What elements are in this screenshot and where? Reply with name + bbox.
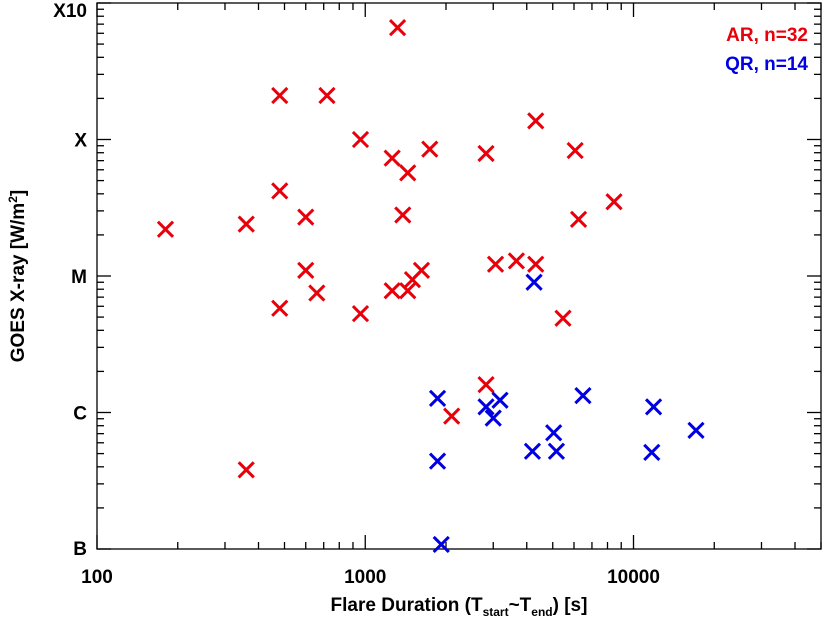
- qr-data-point: [574, 386, 592, 405]
- ar-data-point: [351, 130, 370, 149]
- ar-data-point: [383, 149, 401, 167]
- ar-data-point: [237, 215, 255, 233]
- x-axis-title: Flare Duration (Tstart~Tend) [s]: [331, 595, 588, 618]
- ar-data-point: [271, 182, 289, 200]
- y-tick-label: X10: [53, 1, 87, 22]
- ar-data-point: [399, 164, 417, 182]
- y-tick-label: C: [73, 404, 87, 425]
- qr-data-point: [644, 398, 663, 416]
- ar-data-point: [237, 461, 255, 479]
- qr-data-point: [643, 443, 661, 462]
- x-tick-label: 10000: [607, 567, 660, 588]
- ar-data-point: [271, 299, 289, 317]
- ar-data-point: [394, 206, 412, 224]
- y-tick-labels: B C M X X10: [53, 1, 87, 560]
- qr-data-point: [687, 421, 705, 439]
- ar-data-point: [566, 141, 584, 160]
- ar-data-point: [554, 309, 572, 327]
- x-tick-label: 1000: [344, 567, 386, 588]
- ar-data-point: [297, 261, 315, 279]
- ar-data-point: [156, 220, 175, 238]
- y-axis-title: GOES X-ray [W/m2]: [6, 190, 29, 362]
- data-markers: [156, 19, 705, 554]
- ar-data-point: [527, 112, 545, 130]
- qr-data-point: [428, 452, 447, 470]
- x-tick-labels: 100 1000 10000: [81, 567, 660, 588]
- legend-entry-qr: QR, n=14: [725, 54, 808, 75]
- ar-data-point: [351, 305, 370, 323]
- ar-data-point: [421, 140, 439, 158]
- qr-data-point: [484, 409, 502, 427]
- ar-data-point: [308, 284, 326, 302]
- qr-data-point: [432, 535, 450, 554]
- qr-data-point: [428, 389, 447, 407]
- ar-data-point: [477, 376, 495, 394]
- y-tick-label: B: [73, 539, 87, 560]
- ar-data-point: [383, 282, 401, 300]
- ar-data-point: [412, 261, 431, 279]
- qr-data-point: [525, 273, 543, 291]
- qr-data-point: [491, 391, 509, 409]
- ar-data-point: [605, 193, 623, 211]
- x-tick-label: 100: [81, 567, 113, 588]
- ar-data-point: [271, 86, 289, 105]
- ar-data-point: [569, 210, 588, 228]
- qr-data-point: [547, 442, 566, 460]
- y-tick-label: X: [74, 131, 87, 152]
- ar-data-point: [527, 255, 545, 273]
- ar-data-point: [477, 144, 495, 163]
- ar-data-point: [388, 19, 407, 37]
- axis-ticks: [96, 2, 822, 550]
- plot-frame: [96, 2, 822, 550]
- qr-data-point: [477, 398, 495, 416]
- qr-data-point: [545, 424, 563, 442]
- ar-data-point: [297, 208, 315, 226]
- qr-data-point: [523, 442, 542, 460]
- ar-data-point: [399, 282, 417, 300]
- legend-entry-ar: AR, n=32: [726, 25, 808, 46]
- y-tick-label: M: [71, 267, 87, 288]
- ar-data-point: [318, 86, 336, 105]
- ar-data-point: [486, 255, 505, 273]
- ar-data-point: [507, 252, 526, 270]
- ar-data-point: [443, 407, 461, 425]
